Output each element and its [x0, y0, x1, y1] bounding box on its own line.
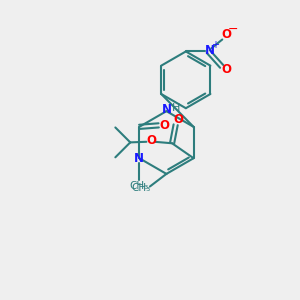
Text: N: N [134, 152, 144, 165]
Text: −: − [227, 22, 238, 36]
Text: O: O [159, 119, 169, 132]
Text: N: N [204, 44, 214, 57]
Text: +: + [211, 40, 219, 50]
Text: H: H [172, 103, 180, 112]
Text: O: O [221, 28, 231, 41]
Text: CH₃: CH₃ [131, 183, 151, 193]
Text: O: O [146, 134, 156, 147]
Text: CH₃: CH₃ [130, 181, 149, 191]
Text: N: N [162, 103, 172, 116]
Text: O: O [173, 113, 183, 126]
Text: O: O [221, 63, 231, 76]
